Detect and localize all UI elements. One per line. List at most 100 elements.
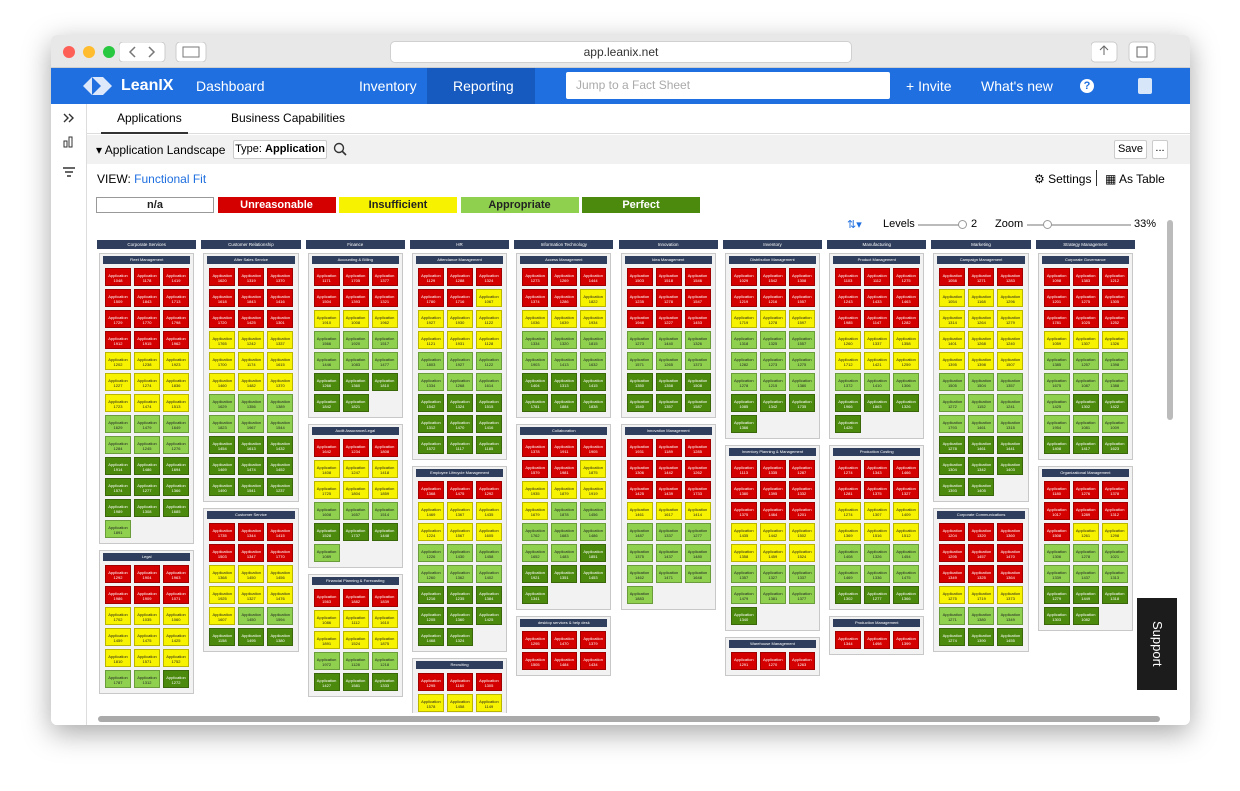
app-tile[interactable]: Application 1629 [209,394,236,412]
app-tile[interactable]: Application 1557 [788,289,815,307]
app-tile[interactable]: Application 1469 [835,565,862,583]
app-tile[interactable]: Application 1306 [1043,544,1070,562]
app-tile[interactable]: Application 1278 [1072,544,1099,562]
app-tile[interactable]: Application 1566 [313,331,340,349]
app-tile[interactable]: Application 1927 [446,352,473,370]
app-tile[interactable]: Application 1350 [626,373,653,391]
app-tile[interactable]: Application 1287 [788,460,815,478]
app-tile[interactable]: Application 1275 [788,352,815,370]
app-tile[interactable]: Application 1375 [864,481,891,499]
app-tile[interactable]: Application 1615 [267,352,294,370]
app-tile[interactable]: Application 1515 [475,394,502,412]
app-tile[interactable]: Application 1490 [209,478,236,496]
app-tile[interactable]: Application 1278 [730,373,757,391]
app-tile[interactable]: Application 1060 [163,607,189,625]
app-tile[interactable]: Application 1484 [551,652,578,670]
app-tile[interactable]: Application 1278 [939,436,966,454]
app-tile[interactable]: Application 1273 [626,331,653,349]
app-tile[interactable]: Application 1815 [580,331,607,349]
app-tile[interactable]: Application 1224 [417,523,444,541]
app-tile[interactable]: Application 1402 [475,565,502,583]
app-tile[interactable]: Application 1086 [313,610,340,628]
app-tile[interactable]: Application 1903 [522,352,549,370]
app-tile[interactable]: Application 1508 [1043,523,1070,541]
app-tile[interactable]: Application 1474 [134,394,160,412]
app-tile[interactable]: Application 1408 [835,544,862,562]
app-tile[interactable]: Application 1149 [475,694,502,712]
app-tile[interactable]: Application 1863 [864,394,891,412]
app-tile[interactable]: Application 1390 [968,628,995,646]
app-tile[interactable]: Application 1486 [580,523,607,541]
app-tile[interactable]: Application 1295 [417,673,444,691]
app-tile[interactable]: Application 1349 [939,565,966,583]
app-tile[interactable]: Application 1540 [626,394,653,412]
app-tile[interactable]: Application 1401 [939,331,966,349]
app-tile[interactable]: Application 1419 [163,268,189,286]
app-tile[interactable]: Application 1324 [446,628,473,646]
app-tile[interactable]: Application 1278 [759,310,786,328]
app-tile[interactable]: Application 1399 [893,631,920,649]
app-tile[interactable]: Application 1035 [134,607,160,625]
app-tile[interactable]: Application 1216 [759,289,786,307]
app-tile[interactable]: Application 1618 [209,289,236,307]
app-tile[interactable]: Application 1442 [759,523,786,541]
app-tile[interactable]: Application 1375 [626,544,653,562]
app-tile[interactable]: Application 1305 [1101,289,1128,307]
app-tile[interactable]: Application 1276 [163,436,189,454]
app-tile[interactable]: Application 1279 [997,310,1024,328]
app-tile[interactable]: Application 1931 [446,331,473,349]
app-tile[interactable]: Application 1384 [475,586,502,604]
app-tile[interactable]: Application 1158 [209,628,236,646]
app-tile[interactable]: Application 1422 [1101,394,1128,412]
app-tile[interactable]: Application 1838 [580,394,607,412]
app-tile[interactable]: Application 1054 [939,289,966,307]
app-tile[interactable]: Application 1418 [371,460,398,478]
app-tile[interactable]: Application 1273 [759,352,786,370]
app-tile[interactable]: Application 1235 [446,586,473,604]
app-tile[interactable]: Application 1470 [551,631,578,649]
app-tile[interactable]: Application 1185 [475,436,502,454]
app-tile[interactable]: Application 1474 [238,457,265,475]
app-tile[interactable]: Application 1504 [968,373,995,391]
search-input[interactable]: Jump to a Fact Sheet [566,72,890,99]
app-tile[interactable]: Application 1608 [313,502,340,520]
app-tile[interactable]: Application 1571 [626,352,653,370]
app-tile[interactable]: Application 1333 [371,673,398,691]
app-tile[interactable]: Application 1787 [105,670,131,688]
app-tile[interactable]: Application 1822 [580,289,607,307]
app-tile[interactable]: Application 1304 [939,457,966,475]
app-tile[interactable]: Application 1449 [1072,586,1099,604]
app-tile[interactable]: Application 1378 [1101,481,1128,499]
legend-item[interactable]: Insufficient [339,197,457,213]
app-tile[interactable]: Application 1504 [313,289,340,307]
app-tile[interactable]: Application 1458 [475,544,502,562]
app-tile[interactable]: Application 1058 [939,268,966,286]
app-tile[interactable]: Application 1455 [997,628,1024,646]
app-tile[interactable]: Application 1981 [551,460,578,478]
app-tile[interactable]: Application 1368 [417,481,444,499]
app-tile[interactable]: Application 1607 [209,607,236,625]
app-tile[interactable]: Application 1476 [267,586,294,604]
app-tile[interactable]: Application 1458 [446,694,473,712]
app-tile[interactable]: Application 1605 [475,523,502,541]
app-tile[interactable]: Application 1923 [163,352,189,370]
app-tile[interactable]: Application 1358 [893,331,920,349]
app-tile[interactable]: Application 1374 [522,289,549,307]
app-tile[interactable]: Application 1416 [267,289,294,307]
app-tile[interactable]: Application 1934 [580,310,607,328]
nav-item[interactable]: Inventory [359,78,417,94]
app-tile[interactable]: Application 1470 [997,544,1024,562]
app-tile[interactable]: Application 1268 [968,331,995,349]
app-tile[interactable]: Application 1121 [417,331,444,349]
app-tile[interactable]: Application 1129 [417,268,444,286]
app-tile[interactable]: Application 1962 [163,331,189,349]
app-tile[interactable]: Application 1462 [626,565,653,583]
app-tile[interactable]: Application 1318 [730,331,757,349]
app-tile[interactable]: Application 1409 [893,502,920,520]
app-tile[interactable]: Application 1930 [446,310,473,328]
app-tile[interactable]: Application 1306 [626,460,653,478]
type-filter[interactable]: Type: Application [233,140,327,159]
app-tile[interactable]: Application 1648 [684,565,711,583]
app-tile[interactable]: Application 1025 [1072,310,1099,328]
app-tile[interactable]: Application 1460 [209,373,236,391]
